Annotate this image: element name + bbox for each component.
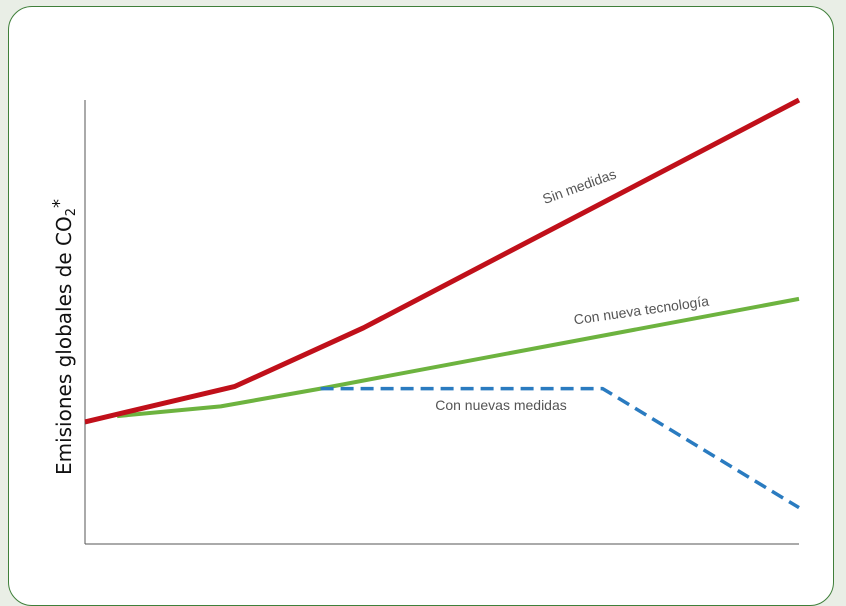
series-label-con-nueva-tecnologia: Con nueva tecnología: [573, 293, 710, 328]
chart-frame: Sin medidas Con nueva tecnología Con nueva…: [8, 6, 834, 606]
y-axis-label: Emisiones globales de CO2*: [49, 198, 79, 476]
series-line-sin-medidas: [84, 97, 801, 425]
series-label-con-nuevas-medidas: Con nuevas medidas: [435, 397, 567, 413]
series-line-con-nuevas-medidas: [320, 386, 800, 510]
series-line-con-nueva-tecnologia: [116, 296, 800, 419]
